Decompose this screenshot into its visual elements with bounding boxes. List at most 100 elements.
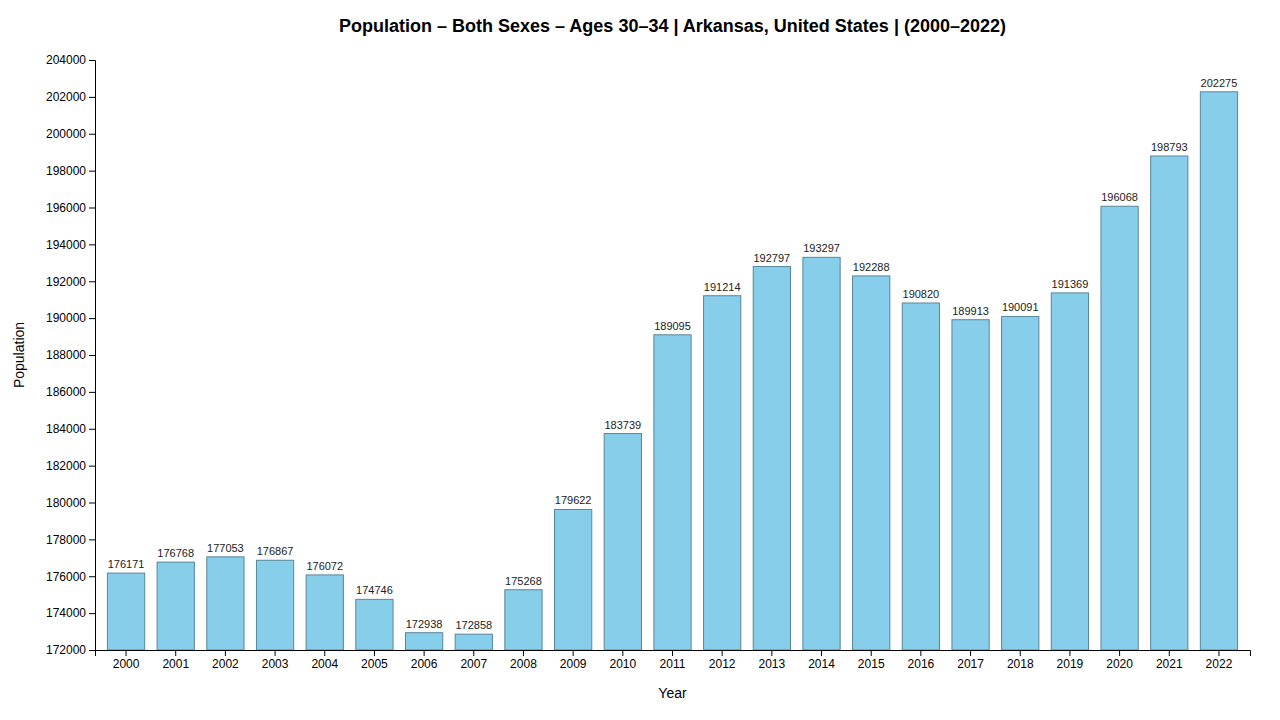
- data-label: 175268: [505, 575, 542, 587]
- tick-mark: [89, 281, 95, 282]
- tick-label: 178000: [46, 533, 86, 547]
- tick: 2015: [858, 650, 885, 671]
- tick: 182000: [46, 459, 95, 473]
- tick: 2001: [162, 650, 189, 671]
- tick-mark: [622, 650, 623, 656]
- tick: 176000: [46, 570, 95, 584]
- tick: 190000: [46, 311, 95, 325]
- tick-mark: [89, 539, 95, 540]
- tick-label: 192000: [46, 275, 86, 289]
- tick-mark: [1169, 650, 1170, 656]
- data-label: 202275: [1201, 77, 1238, 89]
- tick-mark: [374, 650, 375, 656]
- tick-label: 190000: [46, 311, 86, 325]
- tick-label: 172000: [46, 643, 86, 657]
- plot: 1761711767681770531768671760721747461729…: [46, 53, 1251, 670]
- tick-mark: [126, 650, 127, 656]
- tick: 174000: [46, 606, 95, 620]
- tick: 2021: [1156, 650, 1183, 671]
- tick-label: 2021: [1156, 657, 1183, 671]
- data-label: 174746: [356, 584, 393, 596]
- tick-label: 204000: [46, 53, 86, 67]
- tick: 2022: [1206, 650, 1233, 671]
- data-label: 176867: [257, 545, 294, 557]
- tick: 2010: [609, 650, 636, 671]
- tick: 184000: [46, 422, 95, 436]
- tick: 2018: [1007, 650, 1034, 671]
- bar: [1002, 316, 1039, 650]
- tick-label: 2007: [460, 657, 487, 671]
- data-label: 183739: [604, 419, 641, 431]
- bar: [157, 562, 194, 650]
- tick-label: 196000: [46, 201, 86, 215]
- bar: [1101, 206, 1138, 650]
- bar: [356, 599, 393, 650]
- tick-label: 2002: [212, 657, 239, 671]
- tick-mark: [175, 650, 176, 656]
- data-label: 191214: [704, 281, 741, 293]
- data-label: 189913: [952, 305, 989, 317]
- bar: [306, 575, 343, 650]
- tick-label: 188000: [46, 348, 86, 362]
- tick-label: 194000: [46, 238, 86, 252]
- tick: 2020: [1106, 650, 1133, 671]
- tick-label: 198000: [46, 164, 86, 178]
- bar: [1200, 92, 1237, 650]
- tick-label: 200000: [46, 127, 86, 141]
- tick: 2014: [808, 650, 835, 671]
- tick: 2005: [361, 650, 388, 671]
- tick-mark: [722, 650, 723, 656]
- tick-mark: [821, 650, 822, 656]
- tick-label: 2001: [162, 657, 189, 671]
- tick: 180000: [46, 496, 95, 510]
- tick: 2002: [212, 650, 239, 671]
- tick-label: 2016: [908, 657, 935, 671]
- tick-mark: [89, 503, 95, 504]
- tick-mark: [89, 392, 95, 393]
- tick: 178000: [46, 533, 95, 547]
- tick: 188000: [46, 348, 95, 362]
- data-label: 193297: [803, 242, 840, 254]
- tick: 198000: [46, 164, 95, 178]
- x-axis-title: Year: [658, 685, 687, 701]
- axis-line: [89, 61, 96, 651]
- bar: [256, 560, 293, 650]
- data-label: 192797: [753, 252, 790, 264]
- bar: [505, 590, 542, 650]
- tick-label: 2012: [709, 657, 736, 671]
- tick: 2009: [560, 650, 587, 671]
- bar: [1151, 156, 1188, 650]
- tick-mark: [871, 650, 872, 656]
- tick-label: 2017: [957, 657, 984, 671]
- bar: [803, 257, 840, 650]
- tick: 2013: [759, 650, 786, 671]
- tick-mark: [89, 429, 95, 430]
- tick-mark: [89, 171, 95, 172]
- tick-label: 186000: [46, 385, 86, 399]
- tick: 186000: [46, 385, 95, 399]
- y-axis-title: Population: [11, 322, 27, 388]
- data-label: 177053: [207, 542, 244, 554]
- tick: 2019: [1057, 650, 1084, 671]
- bar: [704, 296, 741, 650]
- tick-mark: [89, 60, 95, 61]
- tick-label: 2018: [1007, 657, 1034, 671]
- tick-mark: [672, 650, 673, 656]
- tick-mark: [523, 650, 524, 656]
- bar: [654, 335, 691, 650]
- tick-mark: [89, 318, 95, 319]
- tick-mark: [324, 650, 325, 656]
- tick: 202000: [46, 90, 95, 104]
- tick-mark: [771, 650, 772, 656]
- data-label: 172938: [406, 618, 443, 630]
- tick: 2008: [510, 650, 537, 671]
- bar: [207, 557, 244, 650]
- tick: 2017: [957, 650, 984, 671]
- data-label: 172858: [455, 619, 492, 631]
- data-label: 191369: [1052, 278, 1089, 290]
- data-label: 176171: [108, 558, 145, 570]
- tick: 2007: [460, 650, 487, 671]
- tick: 2006: [411, 650, 438, 671]
- tick-label: 2019: [1057, 657, 1084, 671]
- data-label: 196068: [1101, 191, 1138, 203]
